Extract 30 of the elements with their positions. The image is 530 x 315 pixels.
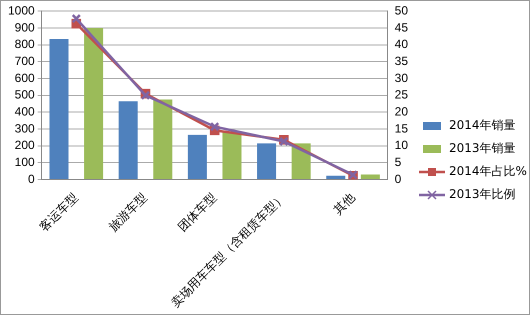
y2-tick-label: 40 [394, 37, 408, 52]
legend-label: 2013年销量 [449, 140, 516, 157]
y-tick-label: 0 [28, 172, 36, 186]
y2-tick-label: 35 [394, 54, 408, 68]
y2-tick-label: 50 [394, 4, 408, 18]
x-tick-label: 旅游车型 [106, 190, 150, 234]
y2-tick-label: 5 [394, 154, 402, 169]
legend-label: 2014年销量 [449, 117, 516, 134]
legend-label: 2013年比例 [449, 186, 516, 203]
y2-tick-label: 45 [394, 20, 408, 34]
y-tick-label: 900 [14, 20, 36, 34]
y-tick-label: 300 [14, 121, 36, 136]
y2-tick-label: 30 [394, 70, 408, 85]
y-tick-label: 400 [14, 104, 36, 118]
y2-tick-label: 0 [394, 172, 402, 186]
y2-tick-label: 20 [394, 104, 408, 118]
y-tick-label: 700 [14, 54, 36, 68]
x-tick-label: 团体车型 [175, 190, 220, 234]
x-tick-label: 客运车型 [36, 190, 81, 234]
y-tick-label: 500 [14, 88, 36, 102]
x-tick-label: 其他 [330, 190, 358, 217]
y-tick-label: 800 [14, 37, 36, 52]
y-tick-label: 1000 [8, 4, 36, 18]
y2-tick-label: 25 [394, 88, 408, 102]
y-tick-label: 600 [14, 70, 36, 85]
y2-tick-label: 15 [394, 121, 408, 136]
legend-label: 2014年占比% [449, 163, 527, 180]
y2-tick-label: 10 [394, 138, 408, 152]
y-tick-label: 100 [14, 154, 36, 169]
y-tick-label: 200 [14, 138, 36, 152]
